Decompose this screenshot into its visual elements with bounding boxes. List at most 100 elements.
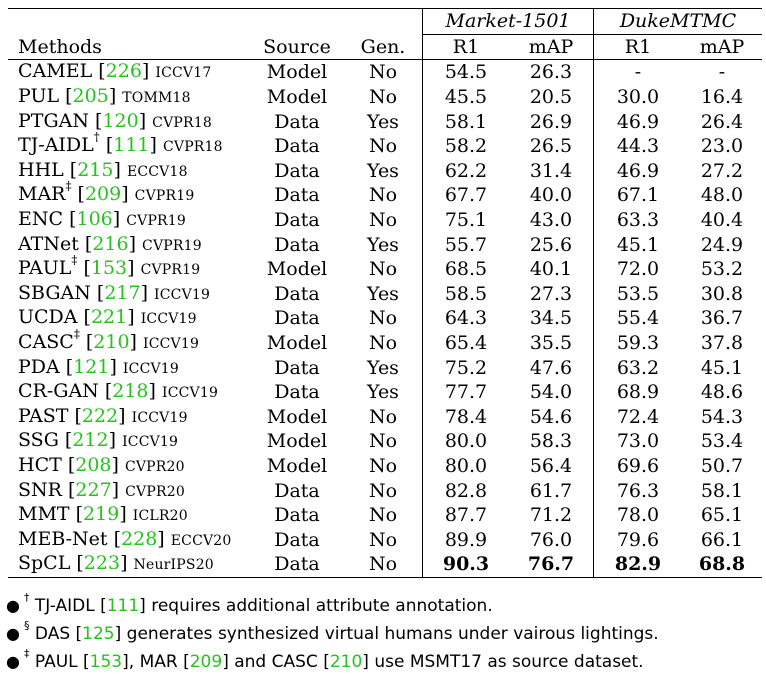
citation-link[interactable]: 106	[76, 208, 113, 231]
header-duke-r1: R1	[593, 34, 682, 61]
venue-label: CVPR19	[126, 213, 187, 230]
method-cell: CR-GAN [218] ICCV19	[18, 380, 219, 403]
citation-link[interactable]: 218	[112, 380, 149, 403]
gen-cell: Yes	[344, 379, 423, 405]
gen-cell: No	[344, 552, 423, 578]
venue-label: CVPR19	[140, 262, 201, 279]
citation-link[interactable]: 215	[77, 158, 114, 181]
citation-link[interactable]: 227	[75, 478, 112, 501]
header-source: Source	[250, 34, 344, 61]
gen-cell: No	[344, 453, 423, 479]
header-duke-map: mAP	[682, 34, 762, 61]
table-row: MMT [219] ICLR20 Data No 87.7 71.2 78.0 65.1	[8, 502, 762, 528]
method-name: SNR	[18, 478, 62, 501]
table-row: ATNet [216] CVPR19 Data Yes 55.7 25.6 45.1 24.…	[8, 232, 762, 257]
citation-link[interactable]: 212	[72, 429, 109, 452]
venue-label: ICCV19	[140, 311, 197, 328]
gen-cell: No	[344, 527, 423, 553]
method-cell: TJ-AIDL† [111] CVPR18	[18, 129, 223, 157]
venue-label: TOMM18	[122, 90, 191, 107]
group-label-duke: DukeMTMC	[593, 8, 762, 35]
citation-link[interactable]: 216	[92, 232, 129, 255]
method-cell: SSG [212] ICCV19	[18, 429, 179, 452]
gen-cell: No	[344, 478, 423, 503]
market-r1-cell: 90.3	[422, 552, 509, 578]
citation-link[interactable]: 223	[83, 552, 121, 575]
gen-cell: No	[344, 502, 423, 528]
duke-map-cell: 30.8	[700, 282, 744, 305]
table-row: UCDA [221] ICCV19 Data No 64.3 34.5 55.4 36.7	[8, 306, 762, 331]
duke-map-cell: 23.0	[700, 135, 744, 158]
market-r1-cell: 87.7	[444, 504, 488, 527]
table-row: SBGAN [217] ICCV19 Data Yes 58.5 27.3 53.5 30.…	[8, 281, 762, 307]
method-name: PUL	[18, 85, 60, 108]
venue-label: ICCV19	[154, 286, 211, 303]
source-cell: Data	[274, 504, 320, 527]
gen-cell: No	[344, 84, 423, 110]
market-map-cell: 20.5	[509, 84, 594, 110]
method-cell: HHL [215] ECCV18	[18, 158, 188, 181]
market-map-cell: 54.6	[509, 404, 594, 430]
citation-link[interactable]: 153	[90, 257, 128, 280]
method-name: ATNet	[18, 232, 79, 255]
method-cell: SNR [227] CVPR20	[18, 478, 185, 501]
duke-r1-cell: 72.4	[616, 405, 660, 428]
market-r1-cell: 55.7	[444, 233, 488, 256]
duke-map-cell: 58.1	[700, 479, 744, 502]
citation-link[interactable]: 208	[75, 453, 112, 476]
table-row: ENC [106] CVPR19 Data No 75.1 43.0 63.3 40.4	[8, 207, 762, 233]
method-cell: PAUL‡ [153] CVPR19	[18, 252, 201, 280]
table-row: CASC‡ [210] ICCV19 Model No 65.4 35.5 59.3 37.…	[8, 326, 762, 356]
citation-link[interactable]: 111	[113, 134, 150, 157]
method-cell: CASC‡ [210] ICCV19	[18, 326, 200, 354]
method-cell: SBGAN [217] ICCV19	[18, 281, 211, 304]
duke-map-cell: 27.2	[700, 159, 744, 182]
citation-link[interactable]: 209	[189, 652, 223, 672]
citation-link[interactable]: 219	[83, 503, 120, 526]
duke-r1-cell: 76.3	[616, 479, 660, 502]
bullet-icon: ●	[6, 624, 20, 643]
citation-link[interactable]: 111	[106, 596, 140, 616]
footnote-text: TJ-AIDL	[34, 596, 101, 616]
footnote-mark: †	[24, 591, 30, 605]
market-map-cell: 26.5	[509, 133, 594, 159]
citation-link[interactable]: 209	[84, 183, 122, 206]
source-cell: Model	[266, 258, 328, 281]
citation-link[interactable]: 226	[105, 60, 142, 83]
method-cell: HCT [208] CVPR20	[18, 453, 185, 476]
table-row: MAR‡ [209] CVPR19 Data No 67.7 40.0 67.1 48.0	[8, 180, 762, 208]
citation-link[interactable]: 153	[89, 652, 123, 672]
duke-r1-cell: 72.0	[616, 258, 660, 281]
venue-label: CVPR18	[152, 114, 212, 131]
venue-label: CVPR20	[124, 458, 185, 475]
header-methods: Methods	[8, 34, 250, 61]
citation-link[interactable]: 121	[73, 355, 110, 378]
citation-link[interactable]: 210	[329, 652, 363, 672]
citation-link[interactable]: 205	[72, 85, 109, 108]
citation-link[interactable]: 221	[90, 306, 128, 329]
citation-link[interactable]: 217	[104, 281, 141, 304]
citation-link[interactable]: 210	[93, 331, 130, 354]
method-name: PDA	[18, 355, 60, 378]
table-row: HHL [215] ECCV18 Data Yes 62.2 31.4 46.9 27.2	[8, 158, 762, 184]
citation-link[interactable]: 228	[121, 527, 158, 550]
citation-link[interactable]: 125	[82, 624, 115, 644]
citation-link[interactable]: 120	[102, 109, 139, 132]
market-map-cell: 43.0	[509, 207, 594, 233]
duke-r1-cell: 53.5	[616, 282, 660, 305]
method-name: CAMEL	[18, 60, 93, 83]
venue-label: ECCV18	[126, 163, 188, 180]
method-cell: PUL [205] TOMM18	[18, 85, 191, 108]
duke-r1-cell: 55.4	[616, 307, 660, 330]
results-table: Market-1501 DukeMTMC Methods Source Gen.…	[8, 8, 762, 578]
market-r1-cell: 68.5	[444, 258, 488, 281]
method-cell: SpCL [223] NeurIPS20	[8, 552, 250, 578]
gen-cell: No	[344, 207, 423, 233]
market-map-cell: 47.6	[509, 355, 594, 380]
gen-cell: No	[344, 133, 423, 159]
source-cell: Model	[266, 454, 328, 477]
citation-link[interactable]: 222	[81, 404, 119, 427]
method-cell: PDA [121] ICCV19	[18, 355, 180, 378]
duke-r1-cell: 46.9	[616, 110, 660, 133]
source-cell: Data	[274, 381, 320, 404]
